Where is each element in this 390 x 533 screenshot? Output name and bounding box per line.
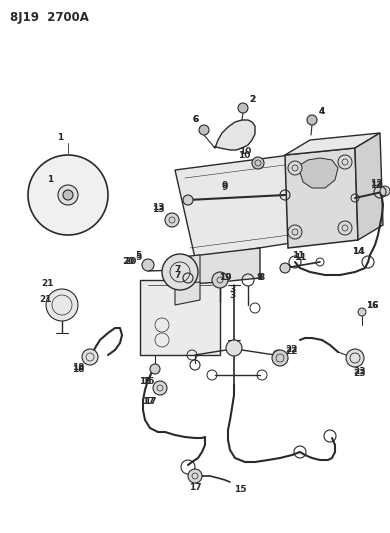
Text: 17: 17 xyxy=(144,398,156,407)
Circle shape xyxy=(28,155,108,235)
Text: 4: 4 xyxy=(319,108,325,117)
Text: 15: 15 xyxy=(142,377,154,386)
Text: 7: 7 xyxy=(175,271,181,279)
Circle shape xyxy=(165,213,179,227)
Text: 15: 15 xyxy=(139,377,151,386)
Circle shape xyxy=(142,259,154,271)
Circle shape xyxy=(58,185,78,205)
Polygon shape xyxy=(175,248,260,285)
Text: 19: 19 xyxy=(219,273,231,282)
Text: 14: 14 xyxy=(352,247,364,256)
Circle shape xyxy=(288,161,302,175)
Text: 17: 17 xyxy=(142,398,154,407)
Text: 6: 6 xyxy=(193,116,199,125)
Text: 23: 23 xyxy=(354,367,366,376)
Text: 19: 19 xyxy=(219,273,231,282)
Text: 15: 15 xyxy=(234,486,246,495)
Text: 18: 18 xyxy=(72,364,84,373)
Text: 20: 20 xyxy=(122,257,134,266)
Polygon shape xyxy=(140,280,220,355)
Polygon shape xyxy=(300,158,338,188)
Text: 6: 6 xyxy=(193,116,199,125)
Text: 11: 11 xyxy=(294,254,306,262)
Polygon shape xyxy=(175,255,200,305)
Circle shape xyxy=(338,155,352,169)
Circle shape xyxy=(288,225,302,239)
Text: 5: 5 xyxy=(135,251,141,260)
Text: 23: 23 xyxy=(354,369,366,378)
Circle shape xyxy=(238,103,248,113)
Text: 18: 18 xyxy=(72,366,84,375)
Text: 22: 22 xyxy=(286,348,298,357)
Polygon shape xyxy=(214,120,255,150)
Circle shape xyxy=(199,125,209,135)
Circle shape xyxy=(150,364,160,374)
Polygon shape xyxy=(175,155,310,258)
Text: 21: 21 xyxy=(39,295,51,304)
Text: 20: 20 xyxy=(124,257,136,266)
Circle shape xyxy=(338,221,352,235)
Circle shape xyxy=(63,190,73,200)
Text: 8J19  2700A: 8J19 2700A xyxy=(10,12,89,25)
Circle shape xyxy=(252,157,264,169)
Circle shape xyxy=(272,350,288,366)
Text: 13: 13 xyxy=(152,204,164,213)
Text: 8: 8 xyxy=(257,273,263,282)
Text: 5: 5 xyxy=(135,254,141,262)
Polygon shape xyxy=(355,133,383,240)
Text: 10: 10 xyxy=(238,150,250,159)
Circle shape xyxy=(153,381,167,395)
Text: 3: 3 xyxy=(229,290,235,300)
Circle shape xyxy=(212,272,228,288)
Circle shape xyxy=(280,263,290,273)
Polygon shape xyxy=(285,133,380,155)
Text: 11: 11 xyxy=(292,251,304,260)
Text: 1: 1 xyxy=(47,175,53,184)
Polygon shape xyxy=(285,148,358,248)
Text: 3: 3 xyxy=(229,286,235,295)
Circle shape xyxy=(46,289,78,321)
Text: 16: 16 xyxy=(366,301,378,310)
Circle shape xyxy=(183,195,193,205)
Circle shape xyxy=(346,349,364,367)
Circle shape xyxy=(380,186,390,196)
Text: 16: 16 xyxy=(366,301,378,310)
Text: 22: 22 xyxy=(286,345,298,354)
Text: 10: 10 xyxy=(239,148,251,157)
Circle shape xyxy=(226,340,242,356)
Text: 1: 1 xyxy=(57,133,63,141)
Text: 9: 9 xyxy=(222,183,228,192)
Text: 14: 14 xyxy=(352,247,364,256)
Text: 13: 13 xyxy=(152,206,164,214)
Circle shape xyxy=(188,469,202,483)
Text: 4: 4 xyxy=(319,108,325,117)
Text: 2: 2 xyxy=(249,95,255,104)
Text: 21: 21 xyxy=(42,279,54,287)
Circle shape xyxy=(358,308,366,316)
Circle shape xyxy=(162,254,198,290)
Text: 8: 8 xyxy=(259,273,265,282)
Text: 7: 7 xyxy=(175,265,181,274)
Circle shape xyxy=(307,115,317,125)
Circle shape xyxy=(82,349,98,365)
Text: 2: 2 xyxy=(249,95,255,104)
Text: 12: 12 xyxy=(370,179,382,188)
Text: 17: 17 xyxy=(189,483,201,492)
Text: 9: 9 xyxy=(222,181,228,190)
Text: 12: 12 xyxy=(370,181,382,190)
